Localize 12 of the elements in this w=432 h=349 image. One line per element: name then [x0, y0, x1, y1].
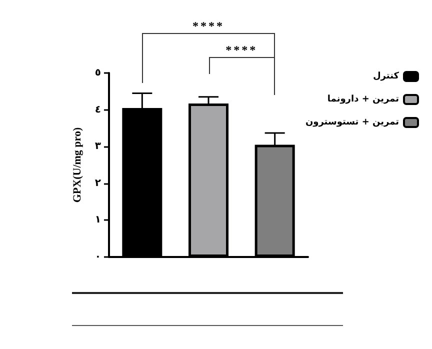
legend-label: تمرین + تستوسترون: [305, 118, 399, 128]
y-tick-label: ٣: [94, 141, 101, 152]
text: ****: [226, 43, 258, 58]
y-tick-label: ٠: [94, 252, 101, 262]
y-tick-label: ١: [94, 214, 101, 226]
text: ****: [192, 19, 224, 34]
y-tick-label: ٥: [94, 68, 101, 78]
legend-label: کنترل: [373, 72, 400, 82]
y-axis-title: GPX(U/mg pro): [72, 127, 84, 203]
y-tick-label: ٢: [94, 178, 101, 189]
legend-label: تمرین + دارونما: [327, 94, 399, 104]
y-tick-label: ٤: [94, 104, 101, 116]
